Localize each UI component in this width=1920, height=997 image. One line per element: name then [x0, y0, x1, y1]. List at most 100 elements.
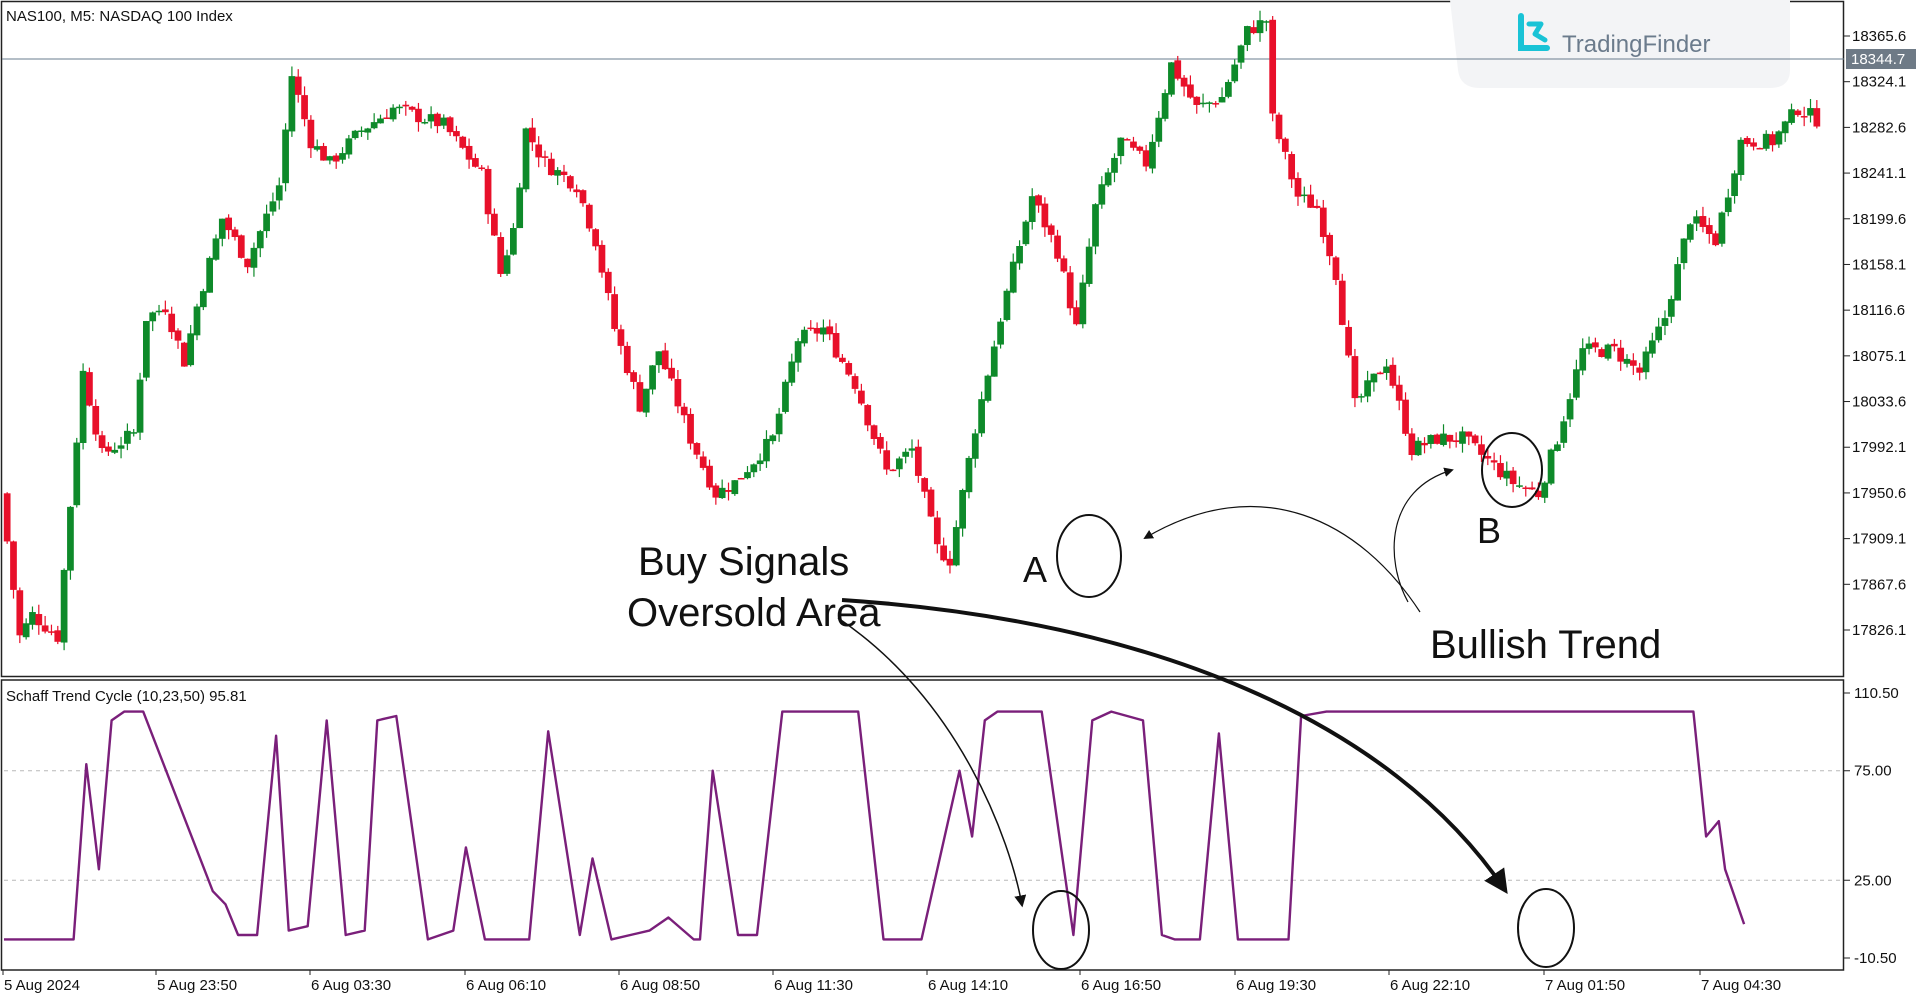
candle [902, 448, 910, 464]
candle-body [1307, 194, 1315, 208]
candle [16, 587, 24, 644]
candle-body [1016, 246, 1023, 264]
candle [1111, 153, 1118, 183]
candle-body [1281, 138, 1289, 152]
candle-body [1092, 204, 1099, 247]
candle [1193, 96, 1201, 114]
candle-body [1794, 110, 1802, 116]
signal-circle-b [1481, 432, 1543, 508]
candle-body [1446, 434, 1454, 442]
candle-body [1225, 81, 1232, 97]
candle-body [807, 327, 815, 330]
candle-body [1168, 62, 1175, 95]
candle-body [661, 350, 669, 370]
candle [1231, 59, 1239, 84]
candle [1440, 424, 1447, 447]
candle [1465, 431, 1473, 446]
candle [864, 404, 872, 432]
candle [1661, 310, 1669, 336]
candle [1503, 461, 1511, 487]
candle-body [427, 114, 435, 122]
candle [1250, 20, 1258, 35]
candle-body [301, 95, 308, 120]
candle-body [1769, 134, 1776, 146]
candle [895, 456, 903, 478]
candle [1623, 354, 1631, 368]
candle-body [193, 306, 201, 336]
candle-body [763, 438, 770, 462]
price-tick-label: 17909.1 [1852, 531, 1906, 548]
stc-line [4, 710, 1746, 941]
candle [35, 604, 43, 635]
candle-body [1674, 264, 1681, 301]
candle [1509, 466, 1517, 493]
candle-body [509, 228, 517, 255]
candle-body [820, 327, 827, 335]
candle [358, 126, 365, 137]
candle-body [1155, 117, 1163, 142]
candle-body [782, 381, 789, 412]
candle [718, 479, 726, 499]
stc-tick-label: -10.50 [1854, 950, 1897, 967]
candle [801, 326, 808, 347]
candle-body [1566, 399, 1574, 420]
price-tick-label: 18282.6 [1852, 119, 1906, 136]
candle [1743, 136, 1751, 147]
candle-body [997, 321, 1004, 345]
candle [294, 69, 302, 103]
candle [908, 439, 916, 458]
candle [1066, 265, 1074, 316]
candle-body [294, 76, 302, 95]
candle [155, 304, 163, 316]
candle-body [459, 136, 467, 148]
candle-body [1414, 440, 1422, 456]
candle [573, 184, 581, 198]
candle [598, 240, 606, 278]
candle [472, 153, 479, 168]
candle-body [155, 310, 163, 313]
candle-body [1813, 108, 1821, 127]
candle-body [1471, 435, 1479, 444]
candle [649, 365, 656, 395]
candle [1402, 392, 1409, 436]
price-tick-label: 18075.1 [1852, 348, 1906, 365]
candle [921, 477, 929, 499]
candle-body [573, 189, 581, 193]
candle [1218, 87, 1226, 103]
candle-body [1592, 342, 1599, 348]
candle-body [1130, 141, 1137, 148]
candle-body [1781, 121, 1789, 134]
indicator-axis: 110.50 75.00 25.00 -10.50 [4, 685, 1899, 967]
candle [794, 338, 802, 372]
candle [1497, 455, 1504, 480]
chart-title: NAS100, M5: NASDAQ 100 Index [6, 8, 233, 25]
candle-body [895, 458, 903, 470]
candle [1035, 194, 1042, 213]
candle-body [1073, 307, 1080, 325]
price-tick-label: 18116.6 [1852, 302, 1905, 319]
candle-body [1054, 235, 1061, 259]
candle-body [927, 489, 935, 517]
candle [301, 86, 308, 127]
candle-body [1060, 258, 1068, 272]
candle [509, 223, 517, 256]
bullish-trend-text: Bullish Trend [1430, 623, 1661, 667]
time-tick-label: 6 Aug 22:10 [1390, 977, 1470, 994]
current-price-tag: 18344.7 [1846, 49, 1916, 70]
candle [79, 363, 87, 450]
candle [275, 177, 283, 210]
oversold-circle-1 [1032, 890, 1090, 970]
candle [244, 258, 251, 274]
candle [1693, 210, 1700, 232]
candle [1667, 295, 1675, 324]
candle-body [566, 176, 574, 189]
time-tick-label: 5 Aug 2024 [4, 977, 80, 994]
candle [1642, 346, 1650, 380]
candle-body [1035, 195, 1042, 206]
candle [1490, 452, 1498, 471]
candle [484, 165, 492, 224]
candle [168, 306, 176, 340]
candle-body [124, 430, 131, 444]
candle-body [674, 379, 682, 407]
candle-body [465, 145, 473, 160]
